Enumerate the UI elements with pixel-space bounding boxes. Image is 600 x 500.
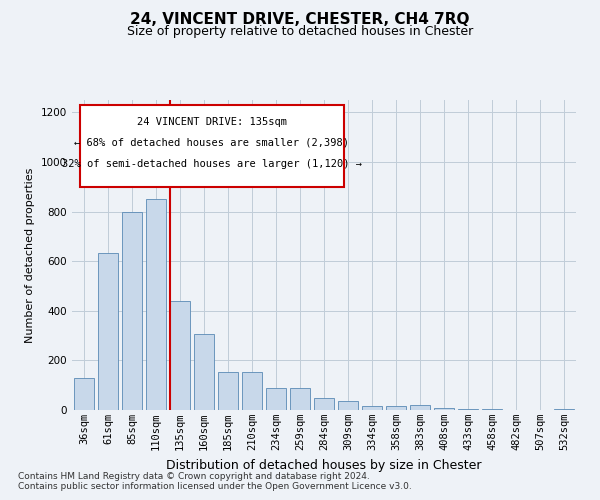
Bar <box>458 409 478 410</box>
Y-axis label: Number of detached properties: Number of detached properties <box>25 168 35 342</box>
Text: 32% of semi-detached houses are larger (1,120) →: 32% of semi-detached houses are larger (… <box>62 159 362 169</box>
Bar <box>434 408 454 410</box>
Bar <box>266 388 286 410</box>
X-axis label: Distribution of detached houses by size in Chester: Distribution of detached houses by size … <box>166 458 482 471</box>
Text: 24 VINCENT DRIVE: 135sqm: 24 VINCENT DRIVE: 135sqm <box>137 117 287 127</box>
Text: ← 68% of detached houses are smaller (2,398): ← 68% of detached houses are smaller (2,… <box>74 137 349 147</box>
Bar <box>554 409 574 410</box>
Bar <box>122 212 142 410</box>
FancyBboxPatch shape <box>80 104 344 187</box>
Bar <box>218 372 238 410</box>
Text: 24, VINCENT DRIVE, CHESTER, CH4 7RQ: 24, VINCENT DRIVE, CHESTER, CH4 7RQ <box>130 12 470 28</box>
Text: Contains HM Land Registry data © Crown copyright and database right 2024.: Contains HM Land Registry data © Crown c… <box>18 472 370 481</box>
Bar <box>338 402 358 410</box>
Bar <box>314 398 334 410</box>
Bar <box>146 199 166 410</box>
Bar <box>410 405 430 410</box>
Bar <box>482 409 502 410</box>
Bar <box>170 301 190 410</box>
Bar <box>386 406 406 410</box>
Bar <box>242 372 262 410</box>
Text: Size of property relative to detached houses in Chester: Size of property relative to detached ho… <box>127 25 473 38</box>
Bar <box>194 334 214 410</box>
Bar <box>362 406 382 410</box>
Text: Contains public sector information licensed under the Open Government Licence v3: Contains public sector information licen… <box>18 482 412 491</box>
Bar <box>98 252 118 410</box>
Bar <box>74 378 94 410</box>
Bar <box>290 388 310 410</box>
